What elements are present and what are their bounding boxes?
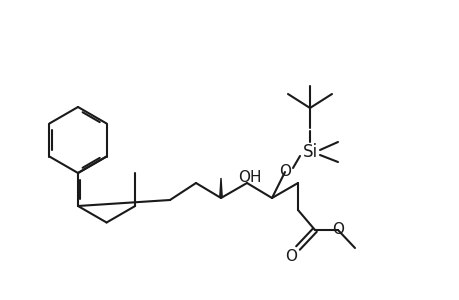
Text: Si: Si xyxy=(302,143,317,161)
Polygon shape xyxy=(219,178,222,197)
Text: O: O xyxy=(331,223,343,238)
Text: O: O xyxy=(279,164,291,179)
Text: O: O xyxy=(285,249,297,264)
Text: OH: OH xyxy=(237,170,261,185)
